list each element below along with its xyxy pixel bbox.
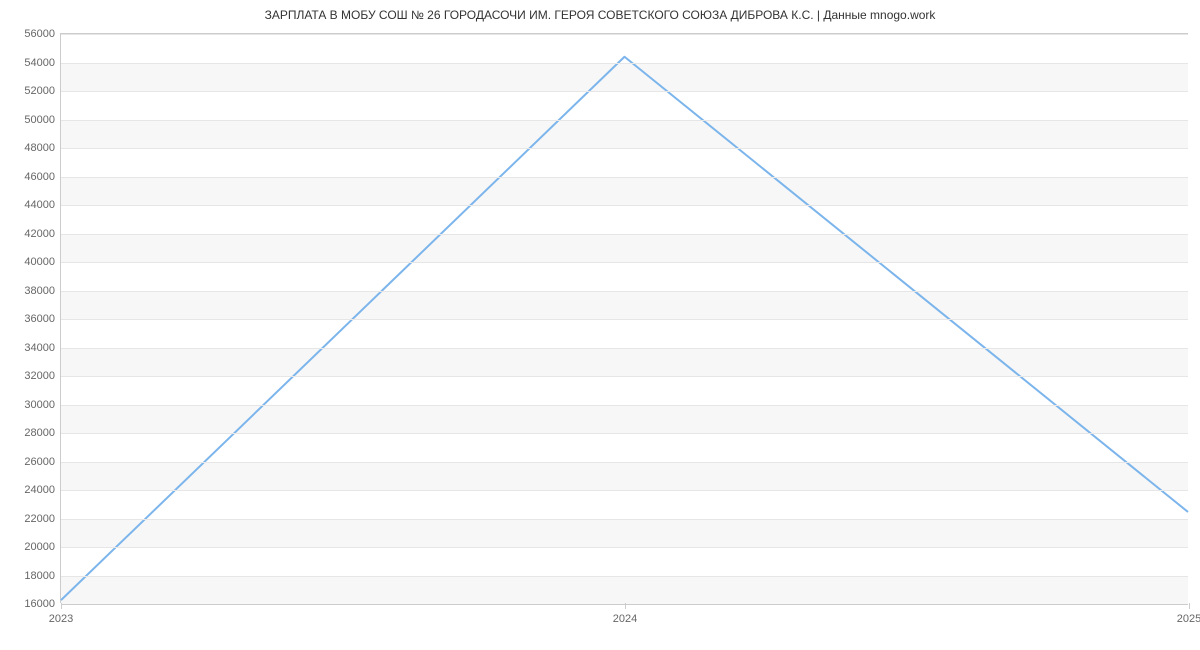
y-tick-label: 46000 [24, 171, 61, 183]
y-gridline [61, 34, 1188, 35]
y-gridline [61, 433, 1188, 434]
y-tick-label: 32000 [24, 370, 61, 382]
y-gridline [61, 405, 1188, 406]
y-tick-label: 50000 [24, 114, 61, 126]
y-tick-label: 28000 [24, 427, 61, 439]
y-tick-label: 34000 [24, 342, 61, 354]
y-tick-label: 26000 [24, 456, 61, 468]
x-tick-label: 2025 [1177, 603, 1200, 625]
y-tick-label: 54000 [24, 57, 61, 69]
y-gridline [61, 120, 1188, 121]
salary-line-chart: ЗАРПЛАТА В МОБУ СОШ № 26 ГОРОДАСОЧИ ИМ. … [0, 0, 1200, 650]
y-tick-label: 22000 [24, 513, 61, 525]
y-gridline [61, 519, 1188, 520]
y-tick-label: 18000 [24, 570, 61, 582]
x-axis-line [61, 604, 1188, 605]
y-gridline [61, 205, 1188, 206]
y-tick-label: 30000 [24, 399, 61, 411]
y-tick-label: 52000 [24, 85, 61, 97]
y-gridline [61, 576, 1188, 577]
plot-area: 1600018000200002200024000260002800030000… [60, 33, 1188, 603]
y-tick-label: 36000 [24, 313, 61, 325]
y-tick-label: 48000 [24, 142, 61, 154]
y-gridline [61, 319, 1188, 320]
x-tick-label: 2024 [613, 603, 637, 625]
y-gridline [61, 490, 1188, 491]
y-tick-label: 44000 [24, 199, 61, 211]
y-gridline [61, 348, 1188, 349]
y-gridline [61, 462, 1188, 463]
y-gridline [61, 148, 1188, 149]
y-gridline [61, 91, 1188, 92]
y-tick-label: 38000 [24, 285, 61, 297]
y-tick-label: 20000 [24, 541, 61, 553]
y-tick-label: 24000 [24, 484, 61, 496]
y-gridline [61, 262, 1188, 263]
y-tick-label: 42000 [24, 228, 61, 240]
y-gridline [61, 234, 1188, 235]
y-tick-label: 56000 [24, 28, 61, 40]
y-gridline [61, 376, 1188, 377]
y-gridline [61, 291, 1188, 292]
y-gridline [61, 177, 1188, 178]
y-tick-label: 40000 [24, 256, 61, 268]
y-gridline [61, 547, 1188, 548]
y-gridline [61, 63, 1188, 64]
chart-title: ЗАРПЛАТА В МОБУ СОШ № 26 ГОРОДАСОЧИ ИМ. … [0, 8, 1200, 22]
x-tick-label: 2023 [49, 603, 73, 625]
